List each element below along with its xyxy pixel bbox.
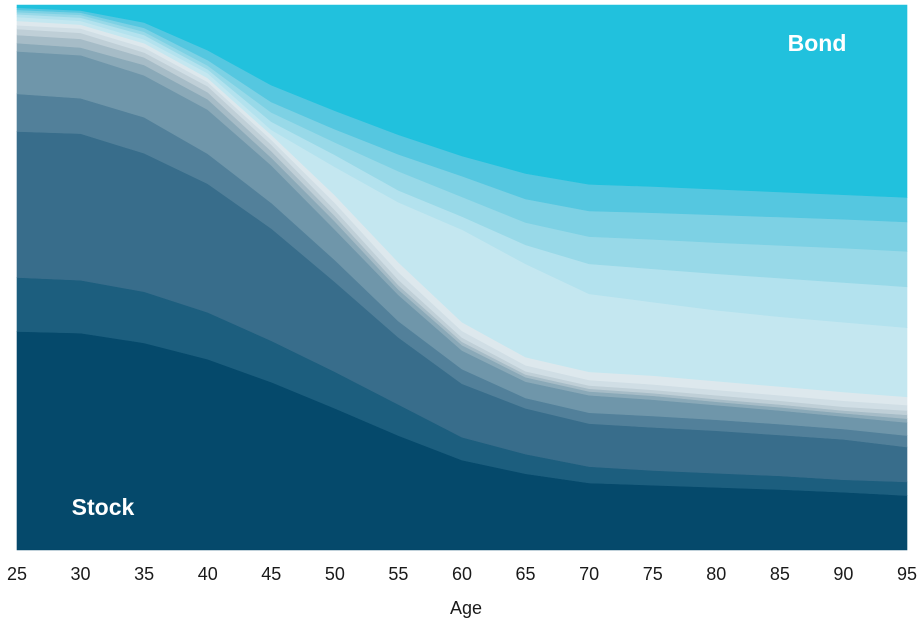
x-tick-label-40: 40 xyxy=(198,564,218,584)
x-tick-label-90: 90 xyxy=(833,564,853,584)
x-tick-label-55: 55 xyxy=(388,564,408,584)
x-tick-label-85: 85 xyxy=(770,564,790,584)
stock-label: Stock xyxy=(72,494,135,520)
x-tick-label-30: 30 xyxy=(71,564,91,584)
x-tick-label-25: 25 xyxy=(7,564,27,584)
x-tick-label-75: 75 xyxy=(643,564,663,584)
area-layers xyxy=(17,5,907,550)
x-tick-label-60: 60 xyxy=(452,564,472,584)
x-axis-title: Age xyxy=(450,598,482,618)
x-tick-label-50: 50 xyxy=(325,564,345,584)
x-tick-label-95: 95 xyxy=(897,564,917,584)
x-tick-label-70: 70 xyxy=(579,564,599,584)
x-tick-labels: 25 30 35 40 45 50 55 60 65 70 75 80 85 90 95 xyxy=(7,564,917,584)
x-tick-label-80: 80 xyxy=(706,564,726,584)
bond-label: Bond xyxy=(788,30,847,56)
x-tick-label-65: 65 xyxy=(516,564,536,584)
x-tick-label-45: 45 xyxy=(261,564,281,584)
x-tick-label-35: 35 xyxy=(134,564,154,584)
